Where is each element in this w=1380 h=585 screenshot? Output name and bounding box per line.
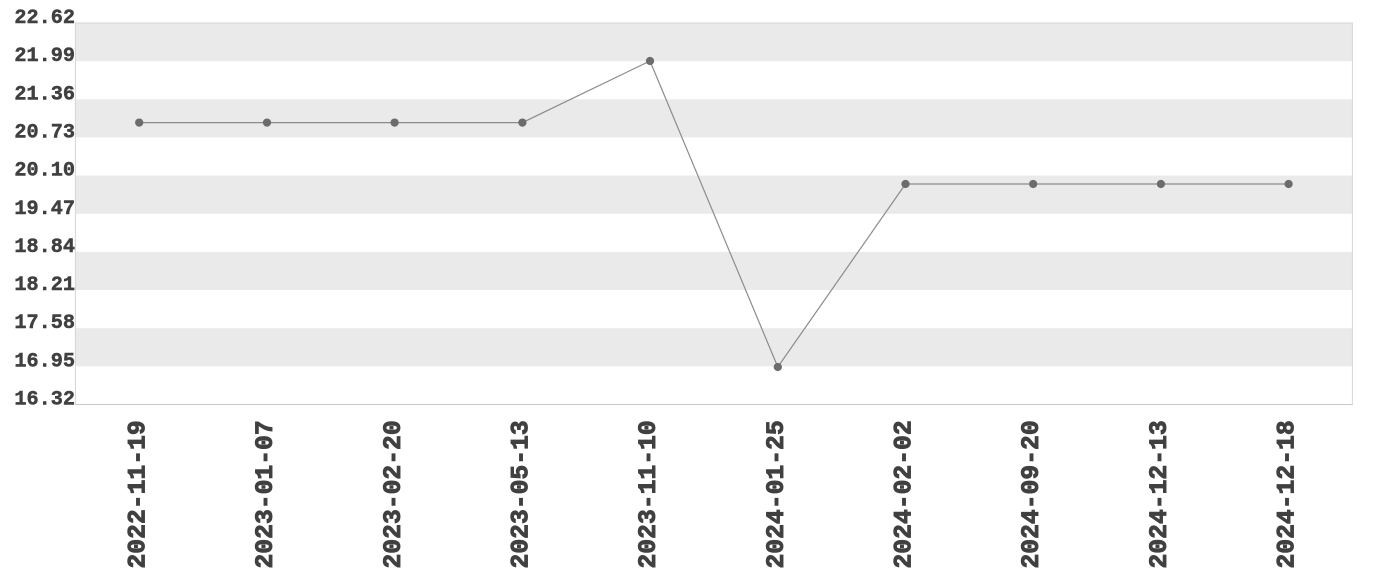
svg-text:2023-02-20: 2023-02-20 <box>380 420 408 568</box>
svg-text:2024-12-18: 2024-12-18 <box>1274 420 1302 568</box>
svg-text:21.99: 21.99 <box>14 45 75 68</box>
svg-text:22.62: 22.62 <box>14 7 75 30</box>
svg-text:2024-09-20: 2024-09-20 <box>1018 420 1046 568</box>
svg-text:21.36: 21.36 <box>14 83 75 106</box>
svg-text:2022-11-19: 2022-11-19 <box>124 420 152 568</box>
svg-text:2024-02-02: 2024-02-02 <box>891 420 919 568</box>
svg-text:18.84: 18.84 <box>14 236 75 259</box>
svg-text:2023-01-07: 2023-01-07 <box>252 420 280 568</box>
svg-text:2023-05-13: 2023-05-13 <box>508 420 536 568</box>
svg-text:20.10: 20.10 <box>14 160 75 183</box>
svg-text:2024-01-25: 2024-01-25 <box>763 420 791 568</box>
svg-text:2023-11-10: 2023-11-10 <box>635 420 663 568</box>
svg-text:16.32: 16.32 <box>14 389 75 412</box>
svg-text:2024-12-13: 2024-12-13 <box>1146 420 1174 568</box>
svg-text:18.21: 18.21 <box>14 274 75 297</box>
svg-text:17.58: 17.58 <box>14 312 75 335</box>
svg-text:20.73: 20.73 <box>14 121 75 144</box>
svg-text:16.95: 16.95 <box>14 350 75 373</box>
svg-text:19.47: 19.47 <box>14 198 75 221</box>
